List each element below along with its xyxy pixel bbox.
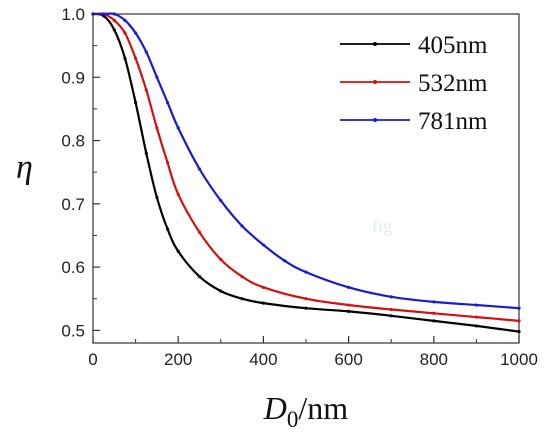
legend-label-405nm: 405nm bbox=[418, 32, 488, 59]
series-line-532nm bbox=[92, 12, 520, 322]
y-tick-label-0.6: 0.6 bbox=[61, 258, 85, 277]
data-point-781nm-450 bbox=[283, 259, 287, 263]
y-tick-label-0.8: 0.8 bbox=[61, 132, 85, 151]
y-tick-label-0.7: 0.7 bbox=[61, 195, 85, 214]
series-layer bbox=[91, 12, 521, 334]
data-point-532nm-125 bbox=[144, 88, 148, 92]
x-axis-title-subscript: 0 bbox=[287, 407, 299, 432]
y-tick-label-0.9: 0.9 bbox=[61, 68, 85, 87]
x-axis-title: D0/nm bbox=[263, 390, 349, 432]
data-point-781nm-125 bbox=[144, 50, 148, 54]
data-point-405nm-900 bbox=[474, 324, 478, 328]
data-point-532nm-175 bbox=[165, 161, 170, 165]
data-point-781nm-50 bbox=[112, 12, 116, 16]
watermark-text: fig bbox=[372, 216, 392, 236]
data-point-405nm-175 bbox=[165, 227, 170, 231]
data-point-781nm-350 bbox=[240, 224, 244, 228]
data-point-532nm-50 bbox=[112, 18, 116, 22]
data-point-781nm-500 bbox=[304, 270, 308, 274]
tick-layer: 0 200 400 600 800 1000 0.5 0.6 0.7 0.8 0.9 1.0 bbox=[61, 5, 538, 369]
data-point-781nm-900 bbox=[474, 303, 478, 307]
data-point-532nm-900 bbox=[474, 315, 478, 319]
plot-frame bbox=[92, 13, 520, 344]
data-point-532nm-100 bbox=[134, 56, 138, 60]
data-point-781nm-600 bbox=[347, 285, 351, 289]
x-tick-label-600: 600 bbox=[334, 350, 362, 369]
legend-label-781nm: 781nm bbox=[418, 108, 488, 135]
data-point-532nm-350 bbox=[240, 274, 244, 279]
data-point-405nm-75 bbox=[123, 56, 127, 60]
data-point-532nm-75 bbox=[123, 31, 127, 35]
data-point-405nm-50 bbox=[112, 28, 116, 32]
data-point-405nm-200 bbox=[176, 249, 180, 253]
data-point-532nm-700 bbox=[389, 307, 393, 312]
data-point-405nm-100 bbox=[134, 100, 138, 105]
data-point-405nm-300 bbox=[219, 289, 223, 293]
y-tick-label-0.5: 0.5 bbox=[61, 321, 85, 340]
data-point-405nm-600 bbox=[347, 309, 351, 313]
x-tick-label-200: 200 bbox=[164, 350, 192, 369]
data-point-781nm-175 bbox=[165, 100, 170, 105]
data-point-405nm-350 bbox=[240, 297, 244, 301]
data-point-781nm-200 bbox=[176, 126, 180, 130]
legend: 405nm 532nm 781nm bbox=[340, 32, 488, 135]
data-point-532nm-300 bbox=[219, 257, 223, 262]
y-tick-label-1.0: 1.0 bbox=[61, 5, 85, 24]
data-point-405nm-500 bbox=[304, 306, 308, 310]
data-point-405nm-400 bbox=[261, 301, 265, 305]
data-point-532nm-200 bbox=[176, 192, 180, 196]
legend-label-532nm: 532nm bbox=[418, 70, 488, 97]
legend-marker-405nm bbox=[373, 42, 377, 46]
data-point-781nm-75 bbox=[123, 18, 127, 22]
data-point-405nm-800 bbox=[432, 319, 436, 323]
data-point-781nm-300 bbox=[219, 199, 223, 203]
data-point-405nm-125 bbox=[144, 151, 148, 155]
data-point-532nm-150 bbox=[155, 126, 159, 130]
y-axis-title: η bbox=[16, 149, 33, 186]
data-point-405nm-1000 bbox=[517, 330, 521, 334]
data-point-405nm-250 bbox=[197, 274, 202, 279]
x-axis-title-unit: /nm bbox=[298, 390, 348, 426]
data-point-532nm-800 bbox=[432, 311, 436, 315]
data-point-781nm-250 bbox=[197, 167, 202, 171]
x-tick-label-800: 800 bbox=[420, 350, 448, 369]
data-point-781nm-400 bbox=[261, 243, 265, 247]
data-point-532nm-400 bbox=[261, 285, 265, 289]
series-line-405nm bbox=[92, 12, 520, 333]
data-point-532nm-1000 bbox=[517, 319, 521, 323]
x-tick-label-400: 400 bbox=[249, 350, 277, 369]
data-point-781nm-25 bbox=[102, 12, 106, 16]
plot-area: fig bbox=[91, 12, 521, 344]
data-point-781nm-1000 bbox=[517, 306, 521, 310]
data-point-781nm-150 bbox=[155, 75, 159, 79]
data-point-781nm-700 bbox=[389, 295, 393, 299]
data-point-781nm-800 bbox=[432, 300, 436, 304]
data-point-532nm-250 bbox=[197, 230, 202, 234]
data-point-405nm-700 bbox=[389, 314, 393, 318]
data-point-532nm-600 bbox=[347, 303, 351, 307]
x-axis-title-main: D bbox=[263, 390, 287, 426]
legend-marker-532nm bbox=[373, 80, 377, 84]
data-point-532nm-500 bbox=[304, 297, 308, 301]
data-point-781nm-100 bbox=[134, 31, 138, 35]
data-point-405nm-150 bbox=[155, 195, 159, 200]
x-tick-label-0: 0 bbox=[88, 350, 97, 369]
legend-marker-781nm bbox=[373, 118, 377, 122]
x-tick-label-1000: 1000 bbox=[500, 350, 538, 369]
